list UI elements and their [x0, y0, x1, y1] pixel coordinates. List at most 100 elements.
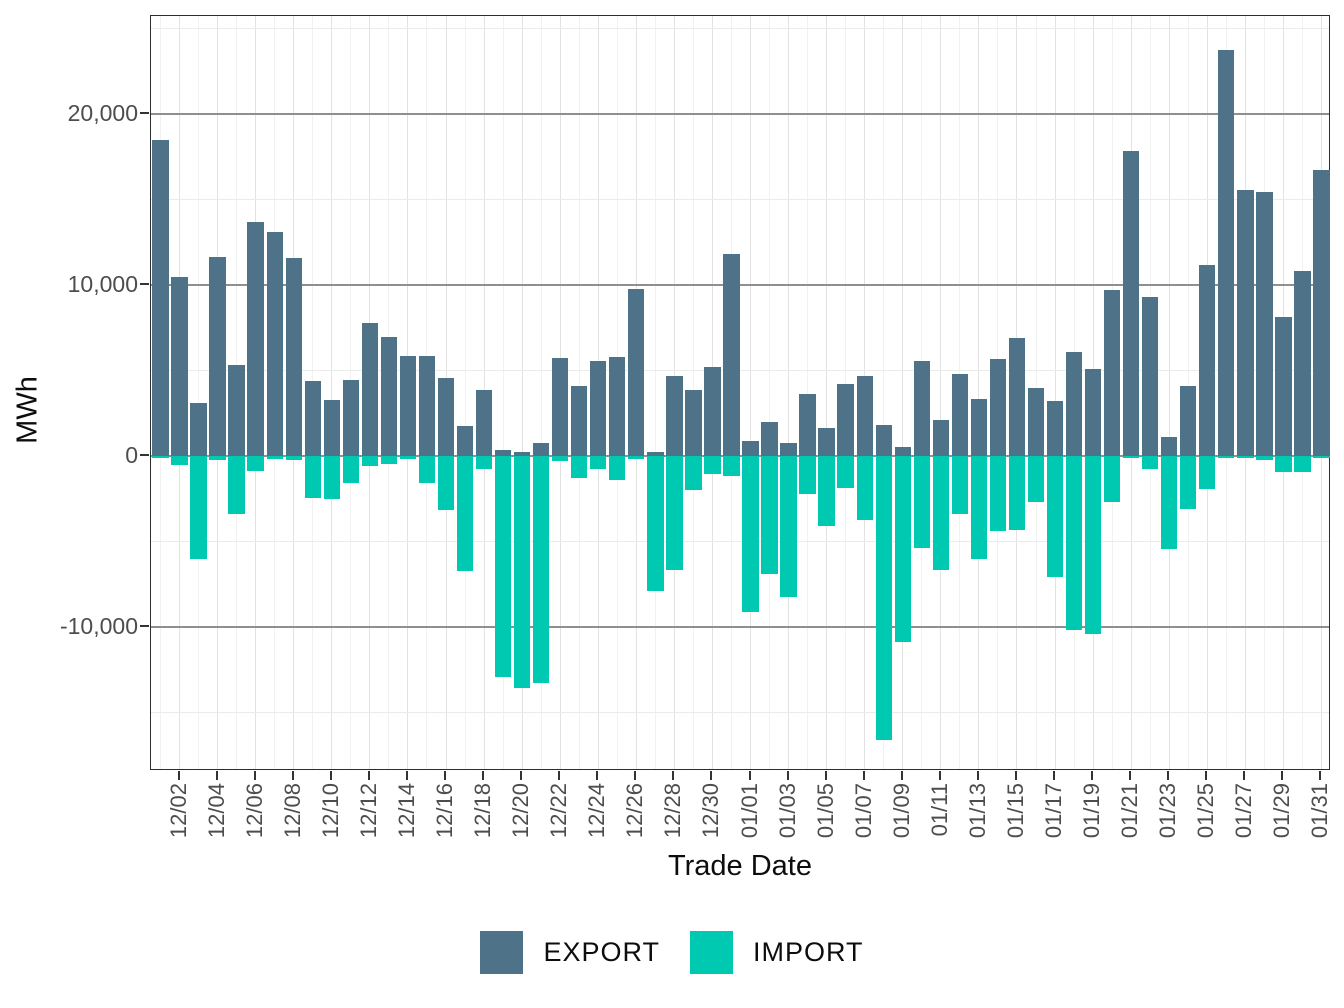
- bar-export-01/13: [970, 399, 988, 456]
- vertical-gridline: [826, 16, 828, 769]
- bar-import-01/31: [1313, 456, 1330, 459]
- bar-import-01/03: [780, 456, 797, 598]
- plot-panel: [150, 15, 1330, 770]
- bar-export-12/02: [171, 277, 188, 456]
- bar-export-01/27: [1237, 189, 1254, 456]
- vertical-gridline: [654, 16, 656, 769]
- x-tick-mark: [976, 771, 979, 780]
- bar-export-12/30: [704, 366, 721, 456]
- x-tick-label-text: 01/07: [850, 783, 876, 839]
- bar-export-12/29: [685, 389, 702, 456]
- vertical-gridline: [502, 16, 504, 769]
- legend-item-import: IMPORT: [690, 931, 864, 974]
- bar-import-12/24: [590, 456, 607, 469]
- bar-export-01/30: [1294, 270, 1311, 456]
- bar-import-12/22: [552, 456, 569, 461]
- x-tick-mark: [1167, 771, 1170, 780]
- bar-export-12/20: [513, 451, 531, 456]
- bar-export-12/31: [723, 253, 740, 456]
- bar-import-12/19: [494, 456, 512, 677]
- bar-import-01/11: [932, 456, 949, 570]
- x-tick-label-text: 01/27: [1231, 783, 1257, 839]
- bar-import-01/04: [799, 456, 816, 495]
- y-tick-label: 10,000: [67, 270, 138, 297]
- bar-export-12/27: [647, 452, 664, 456]
- bar-export-12/15: [418, 355, 436, 456]
- bar-import-12/06: [247, 456, 264, 472]
- bar-export-01/25: [1199, 264, 1216, 456]
- bar-import-01/13: [970, 456, 988, 559]
- vertical-gridline: [1054, 16, 1056, 769]
- bar-export-12/22: [552, 357, 569, 456]
- vertical-gridline: [1168, 16, 1170, 769]
- major-gridline: [151, 626, 1329, 628]
- x-tick-label-text: 12/06: [241, 783, 267, 839]
- x-axis-title: Trade Date: [668, 850, 812, 882]
- x-tick-mark: [291, 771, 294, 780]
- bar-export-01/29: [1275, 316, 1292, 456]
- bar-export-12/18: [475, 389, 493, 456]
- vertical-gridline: [883, 16, 885, 769]
- bar-import-01/02: [761, 456, 778, 575]
- y-tick-mark: [140, 454, 149, 456]
- y-axis-title: MWh: [11, 376, 44, 444]
- bar-import-01/01: [742, 456, 759, 612]
- bar-import-01/07: [856, 456, 873, 521]
- y-tick-label: -10,000: [59, 612, 138, 639]
- bar-import-01/17: [1046, 456, 1064, 577]
- bar-export-12/06: [247, 221, 264, 456]
- x-tick-mark: [596, 771, 599, 780]
- x-tick-label-text: 12/02: [165, 783, 191, 839]
- bar-import-01/10: [913, 456, 930, 548]
- bar-import-12/04: [209, 456, 226, 461]
- bar-import-12/12: [361, 456, 379, 467]
- x-tick-label-text: 12/08: [279, 783, 305, 839]
- bar-import-12/01: [152, 456, 169, 458]
- x-tick-label-text: 01/01: [736, 783, 762, 839]
- vertical-gridline: [788, 16, 790, 769]
- legend-label-export: EXPORT: [543, 937, 660, 967]
- legend: EXPORT IMPORT: [0, 931, 1344, 974]
- bar-import-01/06: [837, 456, 854, 489]
- vertical-gridline: [750, 16, 752, 769]
- bar-export-01/04: [799, 393, 816, 456]
- bar-import-01/16: [1027, 456, 1045, 503]
- bar-import-12/16: [437, 456, 455, 511]
- x-tick-mark: [786, 771, 789, 780]
- bar-export-12/09: [304, 380, 321, 456]
- bar-import-12/10: [323, 456, 340, 499]
- x-tick-mark: [824, 771, 827, 780]
- x-tick-label-text: 12/12: [355, 783, 381, 839]
- bar-import-12/08: [285, 456, 302, 461]
- vertical-gridline: [940, 16, 942, 769]
- bar-import-01/09: [894, 456, 911, 643]
- x-tick-label-text: 12/24: [584, 783, 610, 839]
- x-tick-label-text: 01/11: [926, 783, 952, 837]
- bar-import-12/27: [647, 456, 664, 592]
- x-tick-mark: [748, 771, 751, 780]
- x-tick-mark: [367, 771, 370, 780]
- x-tick-label-text: 01/15: [1002, 783, 1028, 839]
- vertical-gridline: [807, 16, 809, 769]
- x-tick-mark: [520, 771, 523, 780]
- x-tick-mark: [215, 771, 218, 780]
- bar-import-12/17: [456, 456, 474, 572]
- bar-export-01/07: [856, 375, 873, 456]
- bar-export-01/16: [1027, 387, 1045, 456]
- bar-export-01/21: [1122, 150, 1140, 456]
- bar-export-01/26: [1218, 49, 1235, 456]
- bar-export-01/17: [1046, 400, 1064, 456]
- bar-import-12/18: [475, 456, 493, 469]
- bar-export-01/02: [761, 421, 778, 456]
- bar-export-12/13: [380, 336, 398, 456]
- bar-export-12/05: [228, 364, 245, 456]
- minor-gridline: [151, 712, 1329, 713]
- x-tick-mark: [862, 771, 865, 780]
- bar-export-01/18: [1065, 352, 1083, 456]
- bar-import-12/28: [666, 456, 683, 571]
- bar-export-01/22: [1142, 296, 1159, 456]
- minor-gridline: [151, 541, 1329, 542]
- x-tick-label-text: 12/30: [698, 783, 724, 839]
- x-tick-label-text: 12/22: [546, 783, 572, 839]
